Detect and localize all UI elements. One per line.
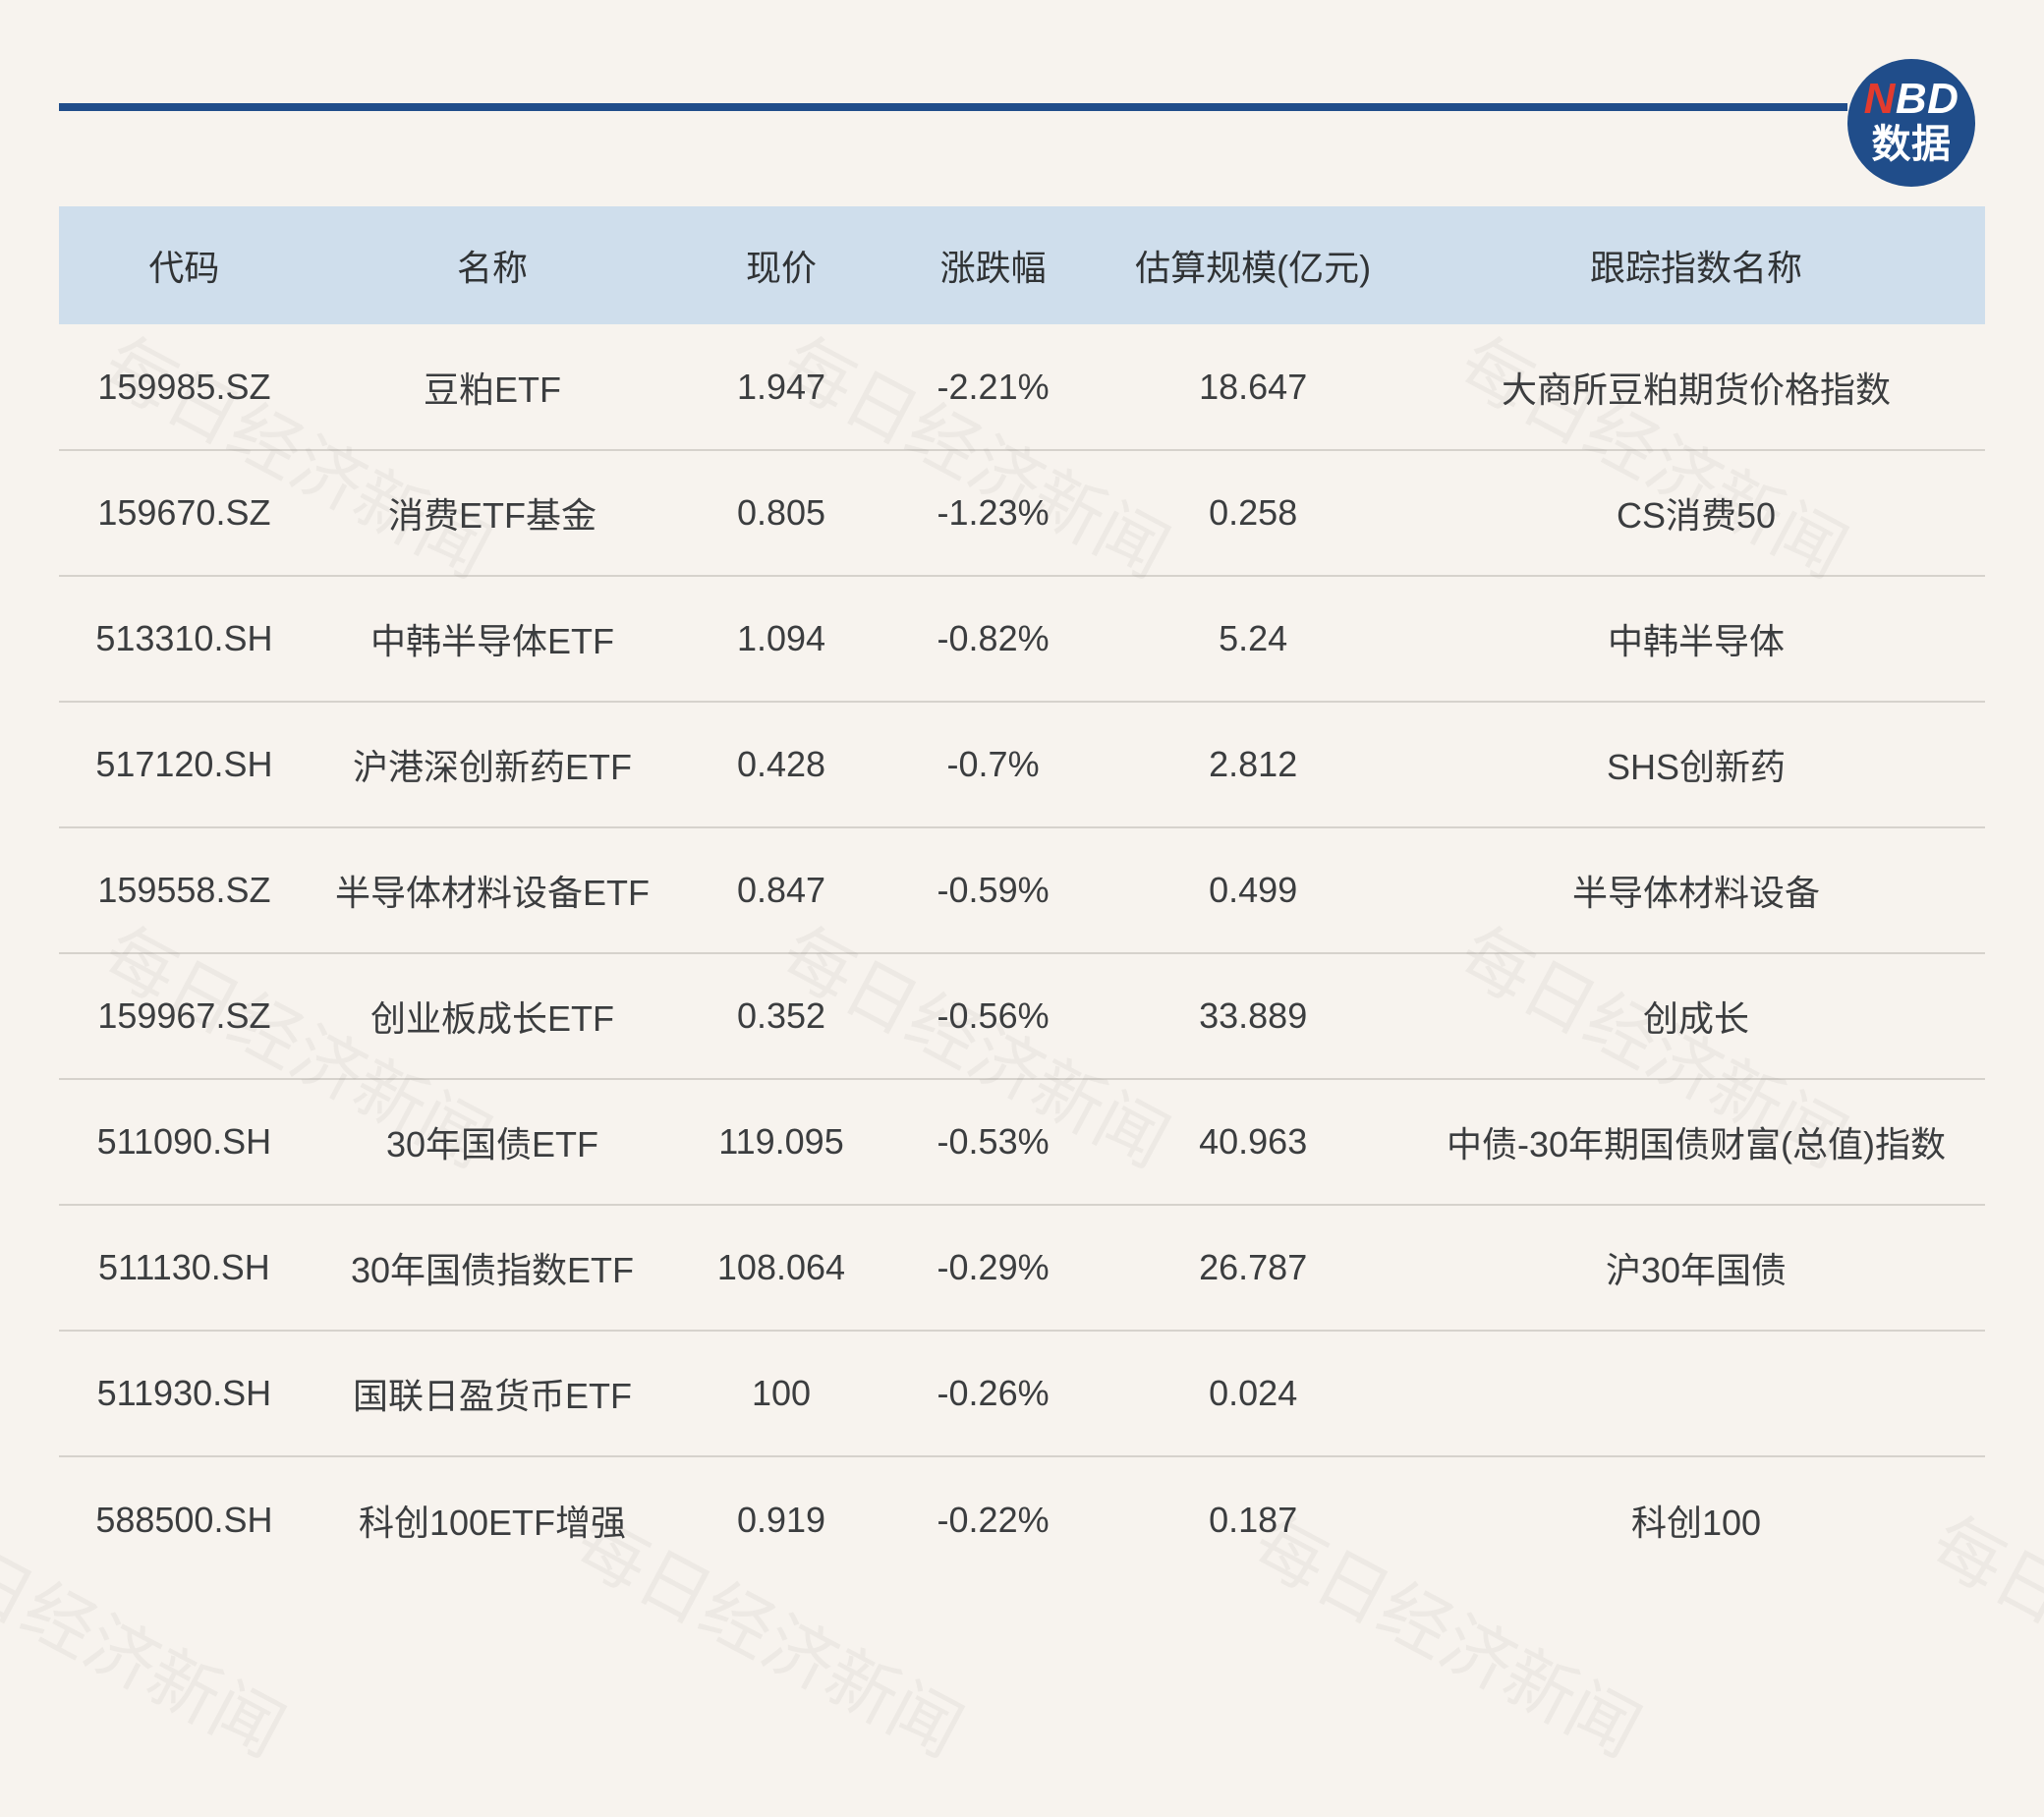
table-wrap: 代码 名称 现价 涨跌幅 估算规模(亿元) 跟踪指数名称 159985.SZ豆粕…	[59, 206, 1985, 1621]
cell-index: 科创100	[1407, 1456, 1985, 1582]
cell-change: -0.56%	[887, 953, 1100, 1079]
cell-scale: 0.499	[1099, 827, 1407, 953]
cell-price: 1.947	[675, 324, 887, 450]
cell-price: 100	[675, 1331, 887, 1456]
badge-line1: NBD	[1864, 76, 1959, 123]
table-row: 159985.SZ豆粕ETF1.947-2.21%18.647大商所豆粕期货价格…	[59, 324, 1985, 450]
cell-name: 30年国债ETF	[310, 1079, 675, 1205]
cell-index: 大商所豆粕期货价格指数	[1407, 324, 1985, 450]
table-row: 517120.SH沪港深创新药ETF0.428-0.7%2.812SHS创新药	[59, 702, 1985, 827]
cell-code: 511130.SH	[59, 1205, 310, 1331]
cell-code: 159985.SZ	[59, 324, 310, 450]
etf-table: 代码 名称 现价 涨跌幅 估算规模(亿元) 跟踪指数名称 159985.SZ豆粕…	[59, 206, 1985, 1582]
badge-letter-n: N	[1864, 75, 1896, 123]
cell-index: 创成长	[1407, 953, 1985, 1079]
table-row: 511090.SH30年国债ETF119.095-0.53%40.963中债-3…	[59, 1079, 1985, 1205]
cell-code: 513310.SH	[59, 576, 310, 702]
cell-scale: 0.024	[1099, 1331, 1407, 1456]
cell-price: 0.919	[675, 1456, 887, 1582]
col-header-code: 代码	[59, 206, 310, 324]
cell-index: CS消费50	[1407, 450, 1985, 576]
cell-name: 国联日盈货币ETF	[310, 1331, 675, 1456]
cell-code: 511090.SH	[59, 1079, 310, 1205]
cell-name: 半导体材料设备ETF	[310, 827, 675, 953]
cell-index	[1407, 1331, 1985, 1456]
cell-code: 511930.SH	[59, 1331, 310, 1456]
cell-scale: 33.889	[1099, 953, 1407, 1079]
cell-code: 159967.SZ	[59, 953, 310, 1079]
cell-index: SHS创新药	[1407, 702, 1985, 827]
table-body: 159985.SZ豆粕ETF1.947-2.21%18.647大商所豆粕期货价格…	[59, 324, 1985, 1582]
cell-name: 30年国债指数ETF	[310, 1205, 675, 1331]
cell-name: 创业板成长ETF	[310, 953, 675, 1079]
col-header-index: 跟踪指数名称	[1407, 206, 1985, 324]
cell-scale: 0.258	[1099, 450, 1407, 576]
cell-change: -0.82%	[887, 576, 1100, 702]
header-row: 代码 名称 现价 涨跌幅 估算规模(亿元) 跟踪指数名称	[59, 206, 1985, 324]
cell-price: 0.428	[675, 702, 887, 827]
col-header-scale: 估算规模(亿元)	[1099, 206, 1407, 324]
header-rule	[59, 103, 1847, 111]
cell-code: 159670.SZ	[59, 450, 310, 576]
cell-name: 豆粕ETF	[310, 324, 675, 450]
cell-code: 517120.SH	[59, 702, 310, 827]
cell-index: 半导体材料设备	[1407, 827, 1985, 953]
cell-price: 0.352	[675, 953, 887, 1079]
cell-change: -1.23%	[887, 450, 1100, 576]
table-head: 代码 名称 现价 涨跌幅 估算规模(亿元) 跟踪指数名称	[59, 206, 1985, 324]
col-header-price: 现价	[675, 206, 887, 324]
cell-scale: 5.24	[1099, 576, 1407, 702]
cell-code: 588500.SH	[59, 1456, 310, 1582]
cell-change: -2.21%	[887, 324, 1100, 450]
cell-name: 消费ETF基金	[310, 450, 675, 576]
cell-change: -0.26%	[887, 1331, 1100, 1456]
table-row: 513310.SH中韩半导体ETF1.094-0.82%5.24中韩半导体	[59, 576, 1985, 702]
cell-name: 中韩半导体ETF	[310, 576, 675, 702]
cell-scale: 2.812	[1099, 702, 1407, 827]
nbd-badge: NBD 数据	[1847, 59, 1975, 187]
cell-index: 沪30年国债	[1407, 1205, 1985, 1331]
table-row: 511930.SH国联日盈货币ETF100-0.26%0.024	[59, 1331, 1985, 1456]
badge-line2: 数据	[1872, 124, 1952, 166]
cell-change: -0.22%	[887, 1456, 1100, 1582]
table-row: 159670.SZ消费ETF基金0.805-1.23%0.258CS消费50	[59, 450, 1985, 576]
cell-index: 中韩半导体	[1407, 576, 1985, 702]
cell-scale: 18.647	[1099, 324, 1407, 450]
cell-change: -0.29%	[887, 1205, 1100, 1331]
cell-price: 0.805	[675, 450, 887, 576]
table-row: 159967.SZ创业板成长ETF0.352-0.56%33.889创成长	[59, 953, 1985, 1079]
cell-price: 108.064	[675, 1205, 887, 1331]
cell-code: 159558.SZ	[59, 827, 310, 953]
table-row: 588500.SH科创100ETF增强0.919-0.22%0.187科创100	[59, 1456, 1985, 1582]
cell-scale: 0.187	[1099, 1456, 1407, 1582]
cell-name: 沪港深创新药ETF	[310, 702, 675, 827]
cell-price: 1.094	[675, 576, 887, 702]
page-container: NBD 数据 代码 名称 现价 涨跌幅 估算规模(亿元) 跟踪指数名称 1599…	[0, 0, 2044, 1680]
cell-price: 119.095	[675, 1079, 887, 1205]
cell-change: -0.53%	[887, 1079, 1100, 1205]
cell-index: 中债-30年期国债财富(总值)指数	[1407, 1079, 1985, 1205]
cell-change: -0.59%	[887, 827, 1100, 953]
badge-letters-bd: BD	[1896, 75, 1959, 123]
col-header-change: 涨跌幅	[887, 206, 1100, 324]
table-row: 511130.SH30年国债指数ETF108.064-0.29%26.787沪3…	[59, 1205, 1985, 1331]
cell-name: 科创100ETF增强	[310, 1456, 675, 1582]
cell-scale: 40.963	[1099, 1079, 1407, 1205]
cell-price: 0.847	[675, 827, 887, 953]
cell-scale: 26.787	[1099, 1205, 1407, 1331]
table-row: 159558.SZ半导体材料设备ETF0.847-0.59%0.499半导体材料…	[59, 827, 1985, 953]
cell-change: -0.7%	[887, 702, 1100, 827]
col-header-name: 名称	[310, 206, 675, 324]
